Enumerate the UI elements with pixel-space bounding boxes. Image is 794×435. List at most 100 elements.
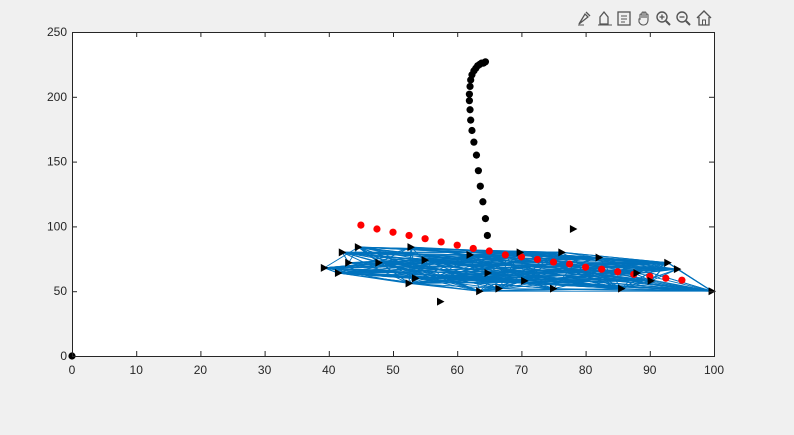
series-line-segment <box>324 246 359 269</box>
series-line-segment <box>358 246 562 253</box>
data-point-triangle <box>558 248 566 257</box>
series-line-segment <box>440 275 652 282</box>
x-tick-label: 30 <box>258 363 272 377</box>
axes-background <box>72 32 714 356</box>
x-tick-label: 90 <box>643 363 657 377</box>
data-point-triangle <box>345 258 353 267</box>
data-point-triangle <box>407 243 415 252</box>
series-line-segment <box>358 246 410 284</box>
data-point <box>465 97 473 105</box>
brush-icon[interactable] <box>576 9 594 27</box>
data-point <box>437 238 445 246</box>
data-point-triangle <box>320 263 329 272</box>
series-line-segment <box>440 262 668 277</box>
data-point <box>565 260 574 268</box>
data-point-triangle <box>647 276 656 285</box>
y-tick-label: 150 <box>47 155 67 169</box>
series-line-segment <box>561 251 668 264</box>
data-point <box>549 258 558 266</box>
data-point-triangle <box>495 284 503 293</box>
data-point <box>373 225 381 233</box>
data-point <box>467 116 475 124</box>
data-point <box>466 82 474 91</box>
series-line-segment <box>520 251 668 264</box>
data-point <box>481 215 490 223</box>
series-line-segment <box>598 257 713 292</box>
data-point <box>582 263 590 271</box>
series-line-segment <box>621 262 668 290</box>
x-tick-label: 50 <box>386 363 400 377</box>
data-point-triangle <box>466 250 475 259</box>
data-point <box>357 221 365 229</box>
data-point-triangle <box>405 279 414 288</box>
x-tick-label: 100 <box>704 363 724 377</box>
series-line-segment <box>650 268 678 282</box>
data-point-triangle <box>516 248 525 257</box>
data-point <box>405 231 413 240</box>
zoom-in-icon[interactable] <box>654 9 672 27</box>
series-line-segment <box>479 288 554 292</box>
data-point <box>474 167 482 175</box>
data-point-triangle <box>673 265 682 274</box>
data-point-triangle <box>633 269 641 278</box>
data-point-triangle <box>375 258 383 267</box>
data-point-triangle <box>550 284 558 293</box>
data-point <box>598 265 606 273</box>
data-point <box>678 276 686 284</box>
y-tick-label: 50 <box>54 284 68 298</box>
y-tick-label: 100 <box>47 219 67 233</box>
data-point <box>470 138 478 146</box>
data-point-triangle <box>476 287 484 296</box>
data-point <box>483 231 491 240</box>
data-point-triangle <box>421 256 430 265</box>
data-point <box>662 274 670 282</box>
data-point <box>389 228 397 236</box>
data-point-triangle <box>334 269 343 278</box>
data-point <box>453 241 461 249</box>
series-line-segment <box>338 262 668 274</box>
axes-toolbar <box>574 9 718 29</box>
series-line-segment <box>342 251 480 292</box>
series-line-segment <box>651 280 713 292</box>
export-icon[interactable] <box>615 9 633 27</box>
data-point <box>421 235 429 243</box>
data-point-triangle <box>569 224 578 233</box>
zoom-out-icon[interactable] <box>674 9 692 27</box>
data-point <box>501 251 509 259</box>
data-point-triangle <box>595 253 604 262</box>
x-tick-label: 10 <box>130 363 144 377</box>
series-line-segment <box>348 254 471 264</box>
x-tick-label: 40 <box>322 363 336 377</box>
data-point <box>614 268 622 276</box>
data-point-triangle <box>484 269 493 278</box>
data-point <box>479 198 487 206</box>
data-tips-icon[interactable] <box>596 9 614 27</box>
data-point <box>533 255 542 264</box>
pan-icon[interactable] <box>635 9 653 27</box>
data-point <box>517 253 526 261</box>
plot-area <box>68 58 717 360</box>
series-line-segment <box>338 259 426 274</box>
x-tick-label: 80 <box>579 363 593 377</box>
data-point-triangle <box>664 258 672 267</box>
series-line-segment <box>479 268 678 292</box>
series-line-segment <box>487 272 713 292</box>
data-point-triangle <box>618 284 626 293</box>
data-point <box>485 247 493 255</box>
data-point-triangle <box>437 297 445 306</box>
data-point <box>465 90 473 98</box>
data-point <box>472 151 481 159</box>
y-tick-label: 200 <box>47 90 67 104</box>
data-point-triangle <box>411 274 420 283</box>
series-line-segment <box>342 251 713 292</box>
data-point <box>469 244 477 253</box>
series-line-segment <box>324 267 410 284</box>
data-point <box>466 106 474 114</box>
home-icon[interactable] <box>695 9 713 27</box>
axis-ticks: 0 10 20 30 40 50 60 70 80 90 100 0 50 100 150 200 250 <box>47 25 724 377</box>
x-tick-label: 70 <box>515 363 529 377</box>
data-point <box>481 58 490 66</box>
data-point <box>476 182 484 190</box>
x-tick-label: 60 <box>451 363 465 377</box>
